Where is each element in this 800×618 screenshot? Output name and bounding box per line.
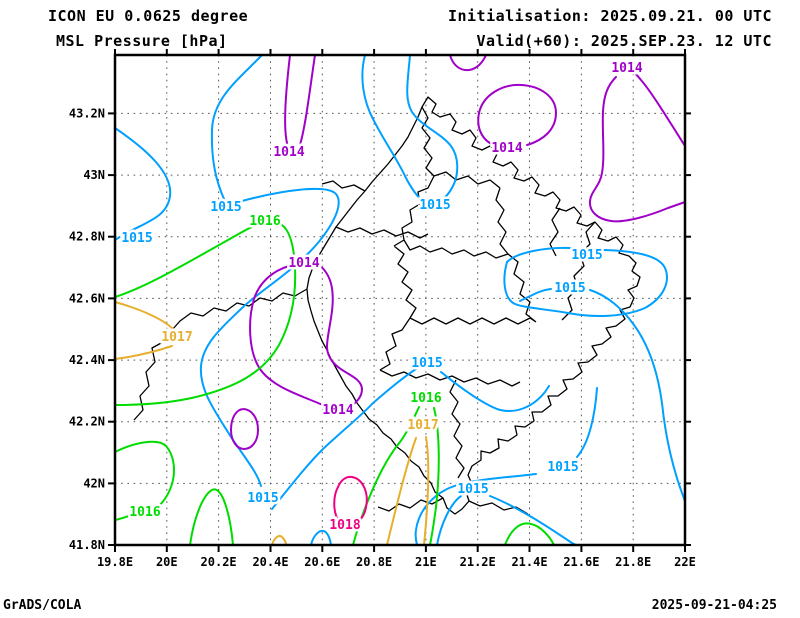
y-tick-label-42N: 42N — [83, 476, 105, 490]
x-tick-label-20.4E: 20.4E — [252, 555, 288, 569]
neighbour-borders — [133, 180, 529, 515]
contour-label-1015: 1015 — [121, 231, 152, 246]
contours-1015 — [114, 54, 686, 546]
contour-line-1014 — [449, 54, 487, 72]
contour-line-1015 — [114, 127, 172, 241]
contour-line-1017 — [114, 301, 174, 360]
contour-line-1015 — [519, 288, 686, 502]
y-tick-label-42.2N: 42.2N — [69, 415, 105, 429]
contour-line-1015 — [199, 187, 340, 487]
contour-line-1015 — [210, 54, 263, 200]
contour-line-1015 — [361, 54, 425, 203]
x-tick-label-20.8E: 20.8E — [356, 555, 392, 569]
municipality-borders — [335, 106, 596, 479]
contour-label-1014: 1014 — [273, 145, 304, 160]
contour-label-1016: 1016 — [410, 391, 441, 406]
contour-line-1015 — [406, 54, 459, 204]
contour-line-1015 — [414, 387, 598, 546]
pressure-contours — [114, 54, 686, 546]
grads-credit: GrADS/COLA — [3, 598, 82, 613]
y-tick-label-42.4N: 42.4N — [69, 353, 105, 367]
contour-line-1015 — [310, 529, 332, 546]
contour-line-1014 — [284, 54, 316, 146]
contour-line-1014 — [249, 263, 363, 409]
contour-label-1017: 1017 — [407, 418, 438, 433]
x-tick-label-20.6E: 20.6E — [304, 555, 340, 569]
contours-1017 — [114, 301, 430, 546]
x-tick-label-21.6E: 21.6E — [563, 555, 599, 569]
y-tick-label-43N: 43N — [83, 168, 105, 182]
contour-label-1018: 1018 — [329, 518, 360, 533]
x-tick-label-21.2E: 21.2E — [460, 555, 496, 569]
contour-line-1015 — [503, 246, 668, 317]
axis-tick-labels: 19.8E 20E 20.2E 20.4E 20.6E 20.8E 21E 21.2E 21.4… — [69, 106, 696, 569]
country-borders — [133, 96, 641, 515]
x-tick-label-21.4E: 21.4E — [511, 555, 547, 569]
contour-line-1018 — [333, 475, 368, 525]
contour-line-1016 — [114, 223, 297, 406]
contour-value-labels: 1015 1015 1015 1015 1015 1015 1015 1015 1015 1014… — [119, 59, 645, 536]
plot-frame — [113, 53, 687, 547]
x-tick-label-19.8E: 19.8E — [97, 555, 133, 569]
lat-lon-dotted-grid — [115, 55, 685, 545]
valid-time: Valid(+60): 2025.SEP.23. 12 UTC — [476, 32, 772, 50]
y-tick-label-41.8N: 41.8N — [69, 538, 105, 552]
creation-timestamp: 2025-09-21-04:25 — [651, 598, 777, 613]
contour-label-1015: 1015 — [419, 198, 450, 213]
initialisation-time: Initialisation: 2025.09.21. 00 UTC — [447, 7, 772, 25]
contour-line-1017 — [386, 436, 430, 546]
x-tick-label-21E: 21E — [415, 555, 437, 569]
contour-label-1014: 1014 — [491, 141, 522, 156]
contour-label-1016: 1016 — [129, 505, 160, 520]
contour-label-1015: 1015 — [457, 482, 488, 497]
contour-line-1016 — [189, 488, 234, 546]
contour-line-1015 — [271, 366, 420, 510]
x-tick-label-20E: 20E — [156, 555, 178, 569]
x-tick-label-21.8E: 21.8E — [615, 555, 651, 569]
model-title: ICON EU 0.0625 degree — [48, 7, 249, 25]
field-title: MSL Pressure [hPa] — [56, 32, 228, 50]
contours-1018 — [333, 475, 368, 525]
contour-label-1014: 1014 — [322, 403, 353, 418]
x-tick-label-22E: 22E — [674, 555, 696, 569]
x-tick-label-20.2E: 20.2E — [201, 555, 237, 569]
contour-line-1015 — [436, 495, 577, 546]
contour-line-1017 — [271, 535, 287, 546]
contour-label-1014: 1014 — [288, 256, 319, 271]
contour-line-1014 — [230, 408, 259, 450]
y-tick-label-43.2N: 43.2N — [69, 106, 105, 120]
contour-label-1015: 1015 — [571, 248, 602, 263]
contour-label-1015: 1015 — [547, 460, 578, 475]
contour-label-1015: 1015 — [247, 491, 278, 506]
contour-line-1015 — [440, 371, 550, 412]
y-tick-label-42.6N: 42.6N — [69, 291, 105, 305]
contours-1014 — [230, 54, 686, 450]
contour-line-1016 — [504, 522, 555, 546]
contour-label-1015: 1015 — [210, 200, 241, 215]
contour-label-1015: 1015 — [411, 356, 442, 371]
contour-line-1014 — [477, 83, 557, 147]
contour-label-1016: 1016 — [249, 214, 280, 229]
contour-line-1016 — [114, 440, 175, 521]
contour-label-1017: 1017 — [161, 330, 192, 345]
contour-line-1014 — [588, 69, 686, 223]
contour-label-1014: 1014 — [611, 61, 642, 76]
contour-label-1015: 1015 — [554, 281, 585, 296]
kosovo-outer-border — [306, 96, 641, 515]
y-tick-label-42.8N: 42.8N — [69, 230, 105, 244]
